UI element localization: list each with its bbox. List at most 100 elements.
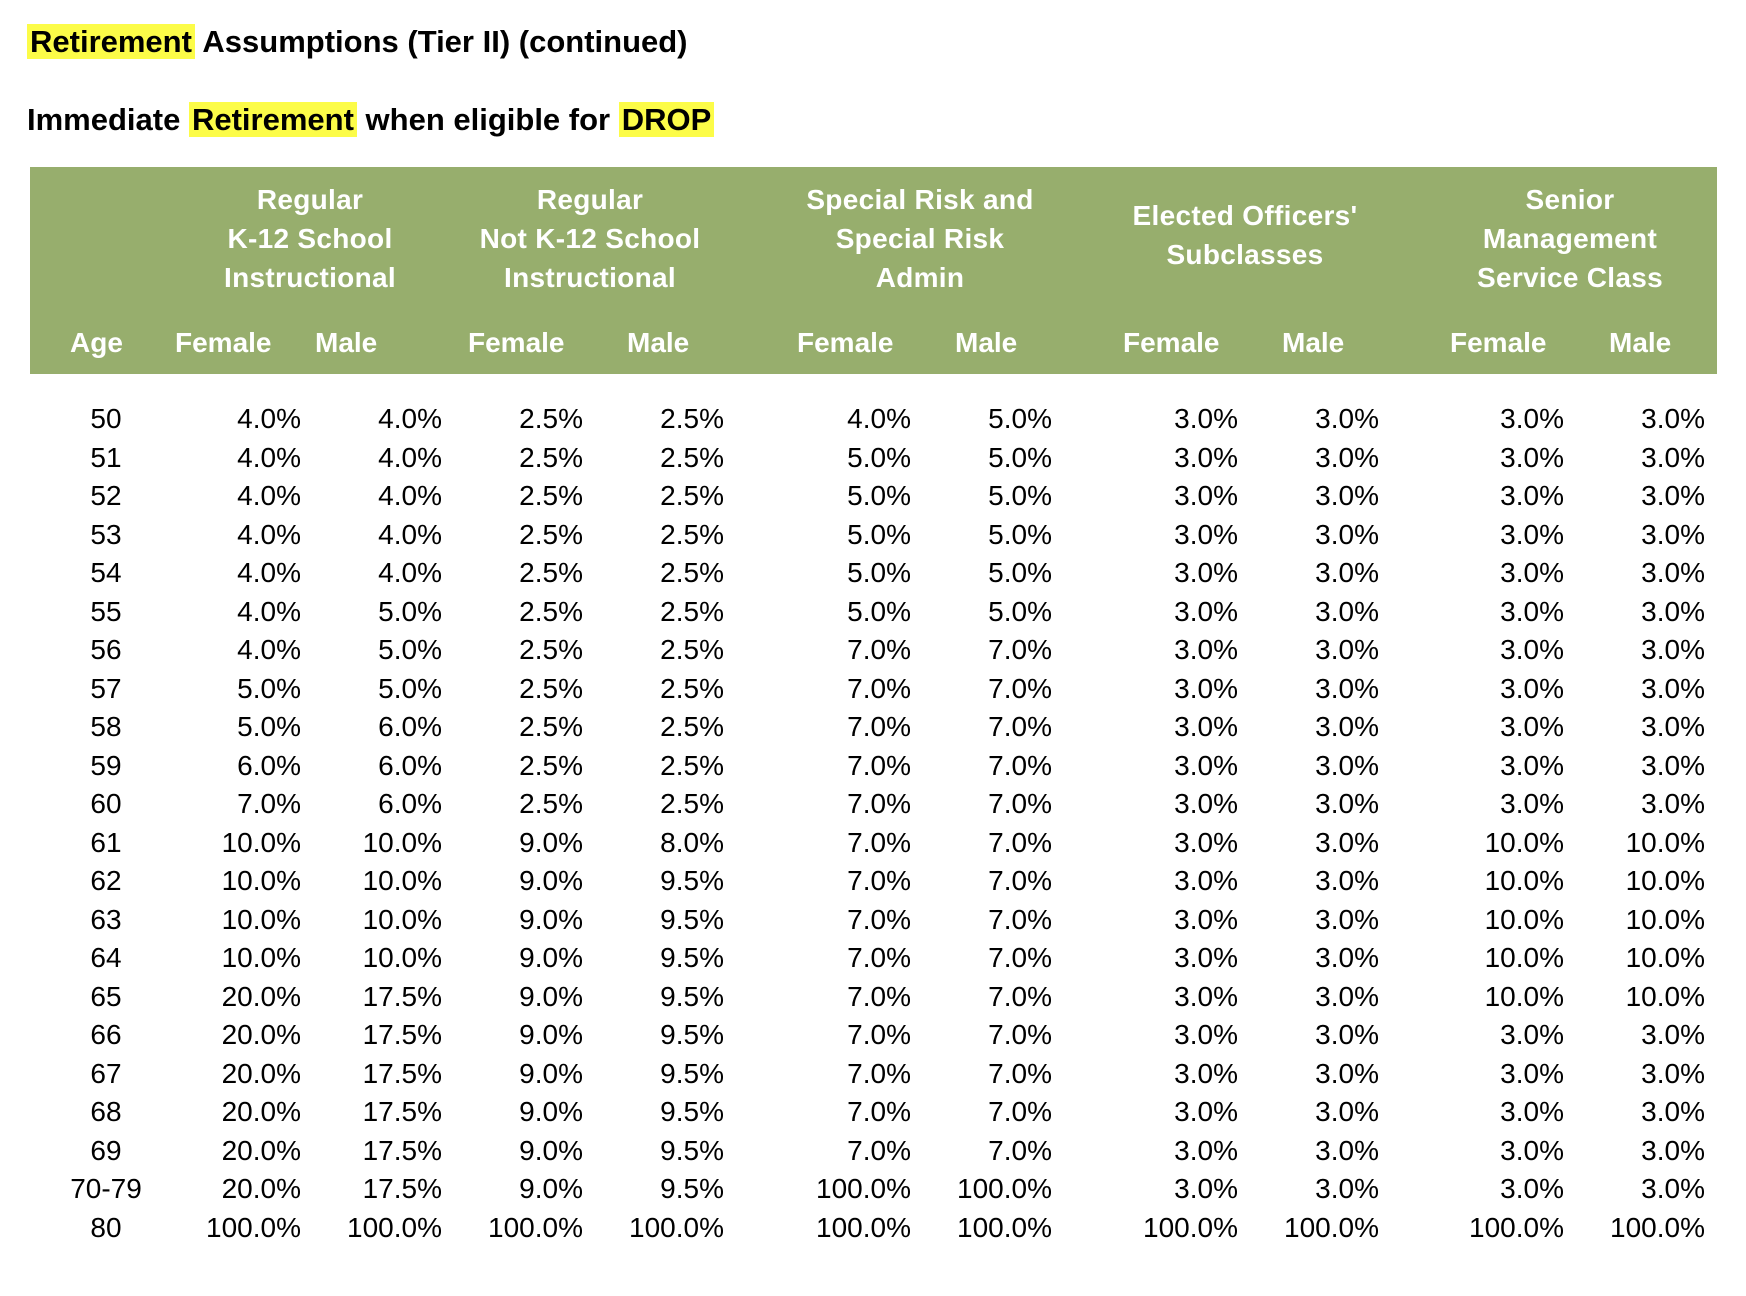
rate-cell: 3.0% bbox=[1641, 788, 1705, 819]
rate-cell: 3.0% bbox=[1641, 1058, 1705, 1089]
col-header-male: Male bbox=[1609, 327, 1672, 358]
rate-cell: 3.0% bbox=[1641, 1173, 1705, 1204]
rate-cell: 2.5% bbox=[660, 403, 724, 434]
rate-cell: 3.0% bbox=[1500, 1058, 1564, 1089]
rate-cell: 3.0% bbox=[1641, 673, 1705, 704]
rate-cell: 3.0% bbox=[1500, 1096, 1564, 1127]
rate-cell: 3.0% bbox=[1500, 788, 1564, 819]
rate-cell: 10.0% bbox=[221, 904, 301, 935]
rate-cell: 9.5% bbox=[660, 1096, 724, 1127]
rate-cell: 3.0% bbox=[1174, 1173, 1238, 1204]
rate-cell: 2.5% bbox=[660, 634, 724, 665]
rate-cell: 100.0% bbox=[816, 1212, 911, 1243]
table-header-band bbox=[30, 167, 1717, 374]
rate-cell: 7.0% bbox=[847, 865, 911, 896]
rate-cell: 7.0% bbox=[988, 981, 1052, 1012]
rate-cell: 7.0% bbox=[847, 1019, 911, 1050]
rate-cell: 2.5% bbox=[660, 596, 724, 627]
rate-cell: 3.0% bbox=[1315, 442, 1379, 473]
age-cell: 56 bbox=[90, 634, 122, 665]
rate-cell: 5.0% bbox=[847, 442, 911, 473]
rate-cell: 100.0% bbox=[957, 1212, 1052, 1243]
rate-cell: 3.0% bbox=[1174, 904, 1238, 935]
rate-cell: 17.5% bbox=[362, 1019, 442, 1050]
rate-cell: 10.0% bbox=[221, 865, 301, 896]
col-header-female: Female bbox=[468, 327, 565, 358]
rate-cell: 3.0% bbox=[1500, 1173, 1564, 1204]
rate-cell: 3.0% bbox=[1641, 403, 1705, 434]
rate-cell: 10.0% bbox=[1484, 904, 1564, 935]
rate-cell: 3.0% bbox=[1641, 711, 1705, 742]
rate-cell: 3.0% bbox=[1641, 480, 1705, 511]
rate-cell: 2.5% bbox=[519, 673, 583, 704]
age-cell: 60 bbox=[90, 788, 122, 819]
rate-cell: 7.0% bbox=[988, 827, 1052, 858]
rate-cell: 4.0% bbox=[237, 596, 301, 627]
group-header-elected-officers: Elected Officers' Subclasses bbox=[1132, 200, 1358, 270]
group-header-senior-management: Senior Management Service Class bbox=[1476, 184, 1664, 293]
age-cell: 64 bbox=[90, 942, 122, 973]
rate-cell: 9.0% bbox=[519, 904, 583, 935]
rate-cell: 3.0% bbox=[1174, 788, 1238, 819]
rate-cell: 5.0% bbox=[988, 519, 1052, 550]
rate-cell: 10.0% bbox=[221, 942, 301, 973]
rate-cell: 4.0% bbox=[237, 403, 301, 434]
rate-cell: 2.5% bbox=[519, 557, 583, 588]
rate-cell: 3.0% bbox=[1174, 403, 1238, 434]
rate-cell: 3.0% bbox=[1315, 711, 1379, 742]
rate-cell: 9.5% bbox=[660, 1058, 724, 1089]
age-cell: 58 bbox=[90, 711, 122, 742]
rate-cell: 10.0% bbox=[1625, 865, 1705, 896]
rate-cell: 7.0% bbox=[847, 634, 911, 665]
age-cell: 50 bbox=[90, 403, 122, 434]
rate-cell: 3.0% bbox=[1500, 1019, 1564, 1050]
rate-cell: 3.0% bbox=[1315, 1019, 1379, 1050]
rate-cell: 3.0% bbox=[1174, 942, 1238, 973]
rate-cell: 3.0% bbox=[1174, 634, 1238, 665]
rate-cell: 100.0% bbox=[1143, 1212, 1238, 1243]
rate-cell: 7.0% bbox=[847, 1058, 911, 1089]
rate-cell: 3.0% bbox=[1315, 1173, 1379, 1204]
rate-cell: 20.0% bbox=[221, 1173, 301, 1204]
rate-cell: 17.5% bbox=[362, 1096, 442, 1127]
col-header-male: Male bbox=[627, 327, 690, 358]
rate-cell: 3.0% bbox=[1315, 480, 1379, 511]
rate-cell: 9.0% bbox=[519, 1096, 583, 1127]
col-header-female: Female bbox=[1450, 327, 1547, 358]
rate-cell: 100.0% bbox=[206, 1212, 301, 1243]
rate-cell: 7.0% bbox=[847, 750, 911, 781]
age-cell: 57 bbox=[90, 673, 122, 704]
rate-cell: 10.0% bbox=[1625, 942, 1705, 973]
group-header-special-risk: Special Risk and Special Risk Admin bbox=[806, 184, 1034, 293]
rate-cell: 5.0% bbox=[237, 711, 301, 742]
rate-cell: 5.0% bbox=[237, 673, 301, 704]
rate-cell: 10.0% bbox=[1484, 827, 1564, 858]
rate-cell: 9.0% bbox=[519, 827, 583, 858]
rate-cell: 7.0% bbox=[237, 788, 301, 819]
rate-cell: 4.0% bbox=[237, 519, 301, 550]
rate-cell: 6.0% bbox=[237, 750, 301, 781]
rate-cell: 8.0% bbox=[660, 827, 724, 858]
rate-cell: 3.0% bbox=[1500, 596, 1564, 627]
rate-cell: 10.0% bbox=[362, 942, 442, 973]
rate-cell: 7.0% bbox=[988, 1135, 1052, 1166]
rate-cell: 3.0% bbox=[1641, 750, 1705, 781]
age-cell: 69 bbox=[90, 1135, 122, 1166]
rate-cell: 5.0% bbox=[988, 596, 1052, 627]
rate-cell: 2.5% bbox=[660, 750, 724, 781]
table-title: Immediate Retirement when eligible for D… bbox=[27, 100, 715, 140]
col-header-female: Female bbox=[175, 327, 272, 358]
rate-cell: 7.0% bbox=[847, 788, 911, 819]
age-cell: 61 bbox=[90, 827, 122, 858]
rate-cell: 20.0% bbox=[221, 1096, 301, 1127]
age-cell: 65 bbox=[90, 981, 122, 1012]
rate-cell: 7.0% bbox=[988, 788, 1052, 819]
age-cell: 62 bbox=[90, 865, 122, 896]
rate-cell: 100.0% bbox=[629, 1212, 724, 1243]
rate-cell: 10.0% bbox=[362, 865, 442, 896]
rate-cell: 5.0% bbox=[988, 557, 1052, 588]
rate-cell: 7.0% bbox=[988, 673, 1052, 704]
rate-cell: 3.0% bbox=[1500, 1135, 1564, 1166]
highlight-drop: DROP bbox=[618, 102, 715, 137]
rate-cell: 3.0% bbox=[1315, 827, 1379, 858]
